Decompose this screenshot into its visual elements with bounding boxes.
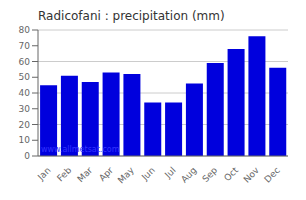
svg-text:20: 20 — [19, 120, 31, 130]
svg-text:50: 50 — [19, 72, 31, 82]
svg-text:60: 60 — [19, 57, 31, 67]
svg-text:80: 80 — [19, 25, 31, 35]
svg-text:Oct: Oct — [222, 165, 240, 183]
html-text:www.allmetsat.com: www.allmetsat.com — [41, 145, 120, 154]
svg-text:10: 10 — [19, 135, 31, 145]
svg-text:Nov: Nov — [241, 165, 261, 185]
svg-text:May: May — [116, 165, 137, 186]
html-text:Radicofani : precipitation (mm: Radicofani : precipitation (mm) — [38, 9, 225, 23]
svg-text:Mar: Mar — [75, 165, 94, 184]
svg-text:70: 70 — [19, 41, 31, 51]
svg-text:Jul: Jul — [162, 165, 177, 180]
svg-text:0: 0 — [24, 151, 30, 161]
svg-text:Dec: Dec — [262, 165, 281, 184]
svg-text:30: 30 — [19, 104, 31, 114]
svg-text:Sep: Sep — [200, 165, 219, 184]
svg-text:Aug: Aug — [179, 165, 199, 185]
svg-text:Jun: Jun — [139, 165, 157, 183]
svg-text:Jan: Jan — [35, 165, 53, 183]
svg-text:Feb: Feb — [55, 165, 74, 184]
svg-text:40: 40 — [19, 88, 31, 98]
svg-text:Apr: Apr — [97, 165, 115, 183]
